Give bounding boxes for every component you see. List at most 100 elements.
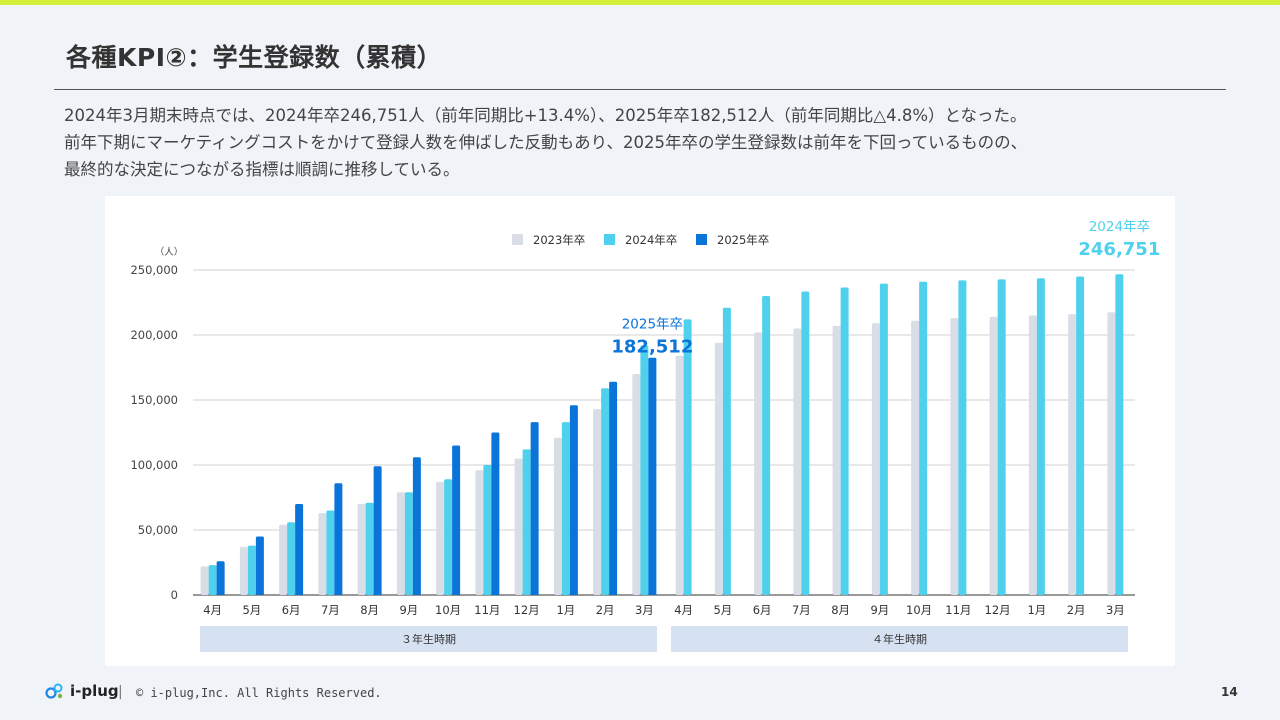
bar <box>287 522 296 595</box>
page-title: 各種KPI②：学生登録数（累積） <box>66 43 443 72</box>
bar <box>648 357 657 595</box>
bar <box>295 504 304 595</box>
bar <box>871 323 880 595</box>
description-line-2: 前年下期にマーケティングコストをかけて登録人数を伸ばした反動もあり、2025年卒… <box>64 133 1028 152</box>
x-tick-label: 2月 <box>596 603 615 617</box>
annotations: 2025年卒 182,512 2024年卒 246,751 <box>611 219 1160 358</box>
x-tick-label: 12月 <box>985 603 1011 617</box>
x-tick-label: 1月 <box>1027 603 1046 617</box>
y-tick-label: 100,000 <box>130 458 178 472</box>
bar <box>373 466 382 595</box>
x-tick-label: 9月 <box>399 603 418 617</box>
bar <box>561 422 570 595</box>
y-axis-unit: （人） <box>155 246 184 258</box>
bar <box>318 513 327 595</box>
period-band <box>671 626 1128 652</box>
bar <box>958 280 967 595</box>
bar <box>793 328 802 595</box>
bar <box>247 545 256 595</box>
y-tick-label: 150,000 <box>130 393 178 407</box>
gridlines <box>193 269 1135 596</box>
bar <box>491 432 500 595</box>
description-line-1: 2024年3月期末時点では、2024年卒246,751人（前年同期比+13.4%… <box>64 106 1027 125</box>
x-tick-label: 8月 <box>360 603 379 617</box>
annotation-series-label: 2024年卒 <box>1089 219 1150 235</box>
bar <box>208 565 217 595</box>
legend-label: 2025年卒 <box>717 233 769 247</box>
bar <box>1107 312 1116 595</box>
y-tick-label: 50,000 <box>138 523 178 537</box>
bars <box>200 274 1124 595</box>
x-tick-label: 1月 <box>556 603 575 617</box>
page-number: 14 <box>1221 685 1238 699</box>
company-logo: i-plug <box>45 682 119 700</box>
period-label: ４年生時期 <box>872 632 927 646</box>
bar <box>762 296 771 595</box>
bar <box>989 316 998 595</box>
bar <box>200 566 209 595</box>
bar <box>436 481 445 595</box>
bar <box>997 279 1006 595</box>
bar <box>326 510 335 595</box>
x-tick-label: 5月 <box>713 603 732 617</box>
bar <box>801 291 810 595</box>
logo-mark-icon <box>45 683 63 699</box>
bar <box>714 342 723 595</box>
x-tick-label: 3月 <box>635 603 654 617</box>
x-tick-label: 11月 <box>474 603 500 617</box>
y-tick-label: 250,000 <box>130 263 178 277</box>
legend-swatch <box>604 234 615 245</box>
bar <box>1036 278 1045 595</box>
bar <box>1068 314 1077 595</box>
bar <box>216 561 225 595</box>
x-tick-label: 8月 <box>831 603 850 617</box>
bar <box>640 345 649 595</box>
bar <box>444 479 453 595</box>
logo-text: i-plug <box>70 682 119 700</box>
bar <box>593 409 602 595</box>
legend-label: 2023年卒 <box>533 233 585 247</box>
bar <box>1076 276 1085 595</box>
legend: 2023年卒 2024年卒 2025年卒 <box>512 233 769 247</box>
period-bands: ３年生時期 ４年生時期 <box>200 626 1128 652</box>
title-divider <box>54 89 1226 90</box>
x-tick-label: 10月 <box>906 603 932 617</box>
bar <box>365 502 374 595</box>
period-band <box>200 626 657 652</box>
x-tick-label: 4月 <box>203 603 222 617</box>
bar <box>239 546 248 595</box>
bar <box>675 355 684 595</box>
bar <box>754 332 763 595</box>
bar-chart: ３年生時期 ４年生時期 0 50,000 100,000 150,000 200,000 2… <box>130 219 1160 652</box>
bar <box>683 319 692 595</box>
annotation-value-label: 246,751 <box>1078 239 1160 260</box>
chart-panel: ３年生時期 ４年生時期 0 50,000 100,000 150,000 200,000 2… <box>105 196 1175 666</box>
x-tick-label: 10月 <box>435 603 461 617</box>
bar <box>609 381 618 595</box>
x-tick-label: 6月 <box>753 603 772 617</box>
bar <box>632 374 641 595</box>
x-tick-label: 6月 <box>282 603 301 617</box>
bar <box>255 536 264 595</box>
bar <box>601 388 610 595</box>
bar <box>919 281 928 595</box>
footer-separator: | <box>118 684 123 700</box>
bar <box>950 318 959 595</box>
x-tick-label: 7月 <box>321 603 340 617</box>
x-tick-label: 2月 <box>1067 603 1086 617</box>
bar <box>530 422 539 595</box>
y-tick-label: 0 <box>171 588 178 602</box>
bar <box>722 307 731 595</box>
x-tick-label: 9月 <box>870 603 889 617</box>
bar <box>1115 274 1124 595</box>
bar <box>1028 315 1037 595</box>
y-tick-label: 200,000 <box>130 328 178 342</box>
bar <box>396 492 405 595</box>
x-tick-label: 4月 <box>674 603 693 617</box>
bar <box>840 287 849 595</box>
bar <box>475 470 484 595</box>
annotation-series-label: 2025年卒 <box>622 317 683 333</box>
accent-top-bar <box>0 0 1280 5</box>
bar <box>483 465 492 595</box>
x-tick-label: 7月 <box>792 603 811 617</box>
